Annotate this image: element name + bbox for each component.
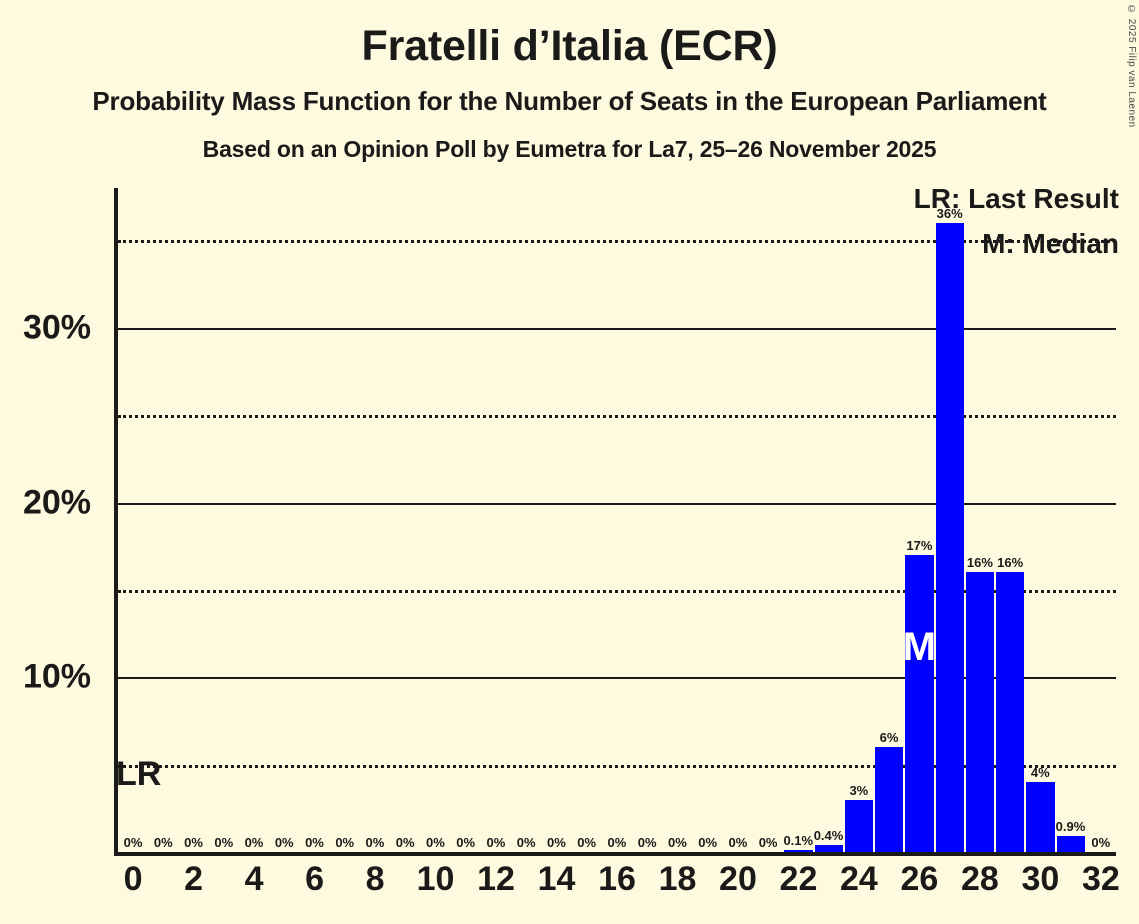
bar[interactable]	[965, 572, 995, 852]
bar-value-label: 0%	[153, 835, 173, 850]
x-axis-tick-label: 4	[244, 860, 264, 898]
gridline-solid	[118, 502, 1116, 505]
bar-value-label: 0%	[758, 835, 778, 850]
bar-slot[interactable]	[844, 799, 874, 852]
bar-value-label: 0%	[365, 835, 385, 850]
bar-value-label: 16%	[966, 555, 993, 571]
gridline-dotted	[118, 415, 1116, 419]
gridline-dotted	[118, 764, 1116, 768]
last-result-marker: LR	[116, 754, 162, 793]
x-axis-tick-label: 20	[719, 860, 757, 898]
bar-value-label: 36%	[936, 205, 963, 221]
bar-value-label: 0%	[516, 835, 536, 850]
bar[interactable]	[875, 747, 904, 852]
x-axis-tick-label: 28	[960, 860, 999, 898]
x-axis-tick-label: 10	[416, 860, 455, 898]
gridline-solid	[118, 327, 1116, 330]
bar[interactable]	[935, 222, 964, 852]
bar[interactable]	[784, 850, 813, 852]
bar-slot[interactable]	[814, 845, 843, 852]
bar-value-label: 0%	[637, 835, 657, 850]
y-axis-line	[114, 188, 118, 856]
x-axis-tick-label: 32	[1081, 860, 1120, 898]
bar-value-label: 0%	[274, 835, 294, 850]
bar-value-label: 0%	[244, 835, 264, 850]
gridline-solid	[118, 677, 1116, 680]
copyright-notice: © 2025 Filip van Laenen	[1126, 4, 1137, 128]
bar-slot[interactable]	[875, 747, 904, 852]
bar-value-label: 6%	[879, 730, 899, 746]
bar-value-label: 0%	[577, 835, 597, 850]
bar-value-label: 0%	[184, 835, 203, 850]
x-axis-tick-label: 12	[477, 860, 515, 898]
bar-value-label: 0.9%	[1055, 819, 1086, 835]
page-title: Fratelli d’Italia (ECR)	[361, 22, 778, 70]
bar[interactable]	[1056, 836, 1085, 852]
bar[interactable]	[814, 845, 843, 852]
bar-slot[interactable]	[905, 554, 934, 852]
x-axis-tick-label: 16	[598, 860, 636, 898]
bar-slot[interactable]	[996, 572, 1025, 852]
bar-slot[interactable]	[1026, 782, 1055, 852]
bar-value-label: 3%	[849, 782, 869, 798]
bar-value-label: 0%	[335, 835, 355, 850]
bar-value-label: 0%	[1091, 835, 1111, 850]
bar[interactable]	[1026, 782, 1055, 852]
bar-value-label: 0%	[426, 835, 445, 850]
y-axis-tick-label: 10%	[22, 657, 91, 696]
bar-value-label: 0%	[456, 835, 476, 850]
gridline-dotted	[118, 589, 1116, 593]
x-axis-tick-label: 24	[840, 860, 878, 898]
bar-slot[interactable]	[965, 572, 995, 852]
gridline-dotted	[118, 240, 1116, 244]
y-axis-tick-label: 20%	[22, 483, 91, 522]
bar-value-label: 0%	[123, 835, 143, 850]
x-axis-line	[114, 852, 1116, 856]
plot-area: 10% 20% 30% 0% 0% 0% 0% 0% 0% 0% 0% 0% 0% 0% 0% 0% 0% 0%…	[23, 188, 1120, 898]
bar-value-label: 0%	[395, 835, 415, 850]
bar-value-label: 0.4%	[813, 828, 844, 843]
bar-value-label: 0%	[305, 835, 324, 850]
x-axis-tick-label: 0	[123, 860, 143, 898]
bar-value-label: 0.1%	[783, 833, 814, 849]
bar-slot[interactable]	[784, 850, 813, 852]
x-axis-tick-label: 30	[1021, 860, 1060, 898]
legend-median: M: Median	[982, 228, 1119, 259]
legend-last-result: LR: Last Result	[913, 183, 1119, 214]
bar-value-label: 0%	[547, 835, 566, 850]
x-axis-tick-label: 22	[779, 860, 818, 898]
bar-slot[interactable]	[935, 222, 964, 852]
bar[interactable]	[905, 554, 934, 852]
bar-value-label: 0%	[698, 835, 718, 850]
x-axis-tick-label: 26	[900, 860, 939, 898]
bar-value-label: 0%	[667, 835, 687, 850]
bar-slot[interactable]	[1056, 836, 1085, 852]
x-axis-tick-label: 6	[305, 860, 325, 898]
bar-value-label: 16%	[997, 555, 1024, 571]
chart-subtitle: Probability Mass Function for the Number…	[92, 86, 1047, 116]
bar-value-label: 0%	[607, 835, 627, 850]
median-marker: M	[902, 624, 937, 669]
chart-source-note: Based on an Opinion Poll by Eumetra for …	[202, 136, 937, 162]
x-axis-tick-label: 8	[365, 860, 385, 898]
x-axis-tick-label: 2	[184, 860, 204, 898]
bar-value-label: 0%	[214, 835, 234, 850]
bar-value-label: 17%	[906, 537, 933, 553]
bar[interactable]	[844, 799, 874, 852]
x-axis-tick-label: 18	[658, 860, 697, 898]
bar-value-label: 4%	[1030, 765, 1050, 781]
y-axis-tick-label: 30%	[22, 308, 91, 347]
bar-value-label: 0%	[728, 835, 748, 850]
bar-value-label: 0%	[486, 835, 506, 850]
x-axis-tick-label: 14	[537, 860, 576, 898]
bar[interactable]	[996, 572, 1025, 852]
